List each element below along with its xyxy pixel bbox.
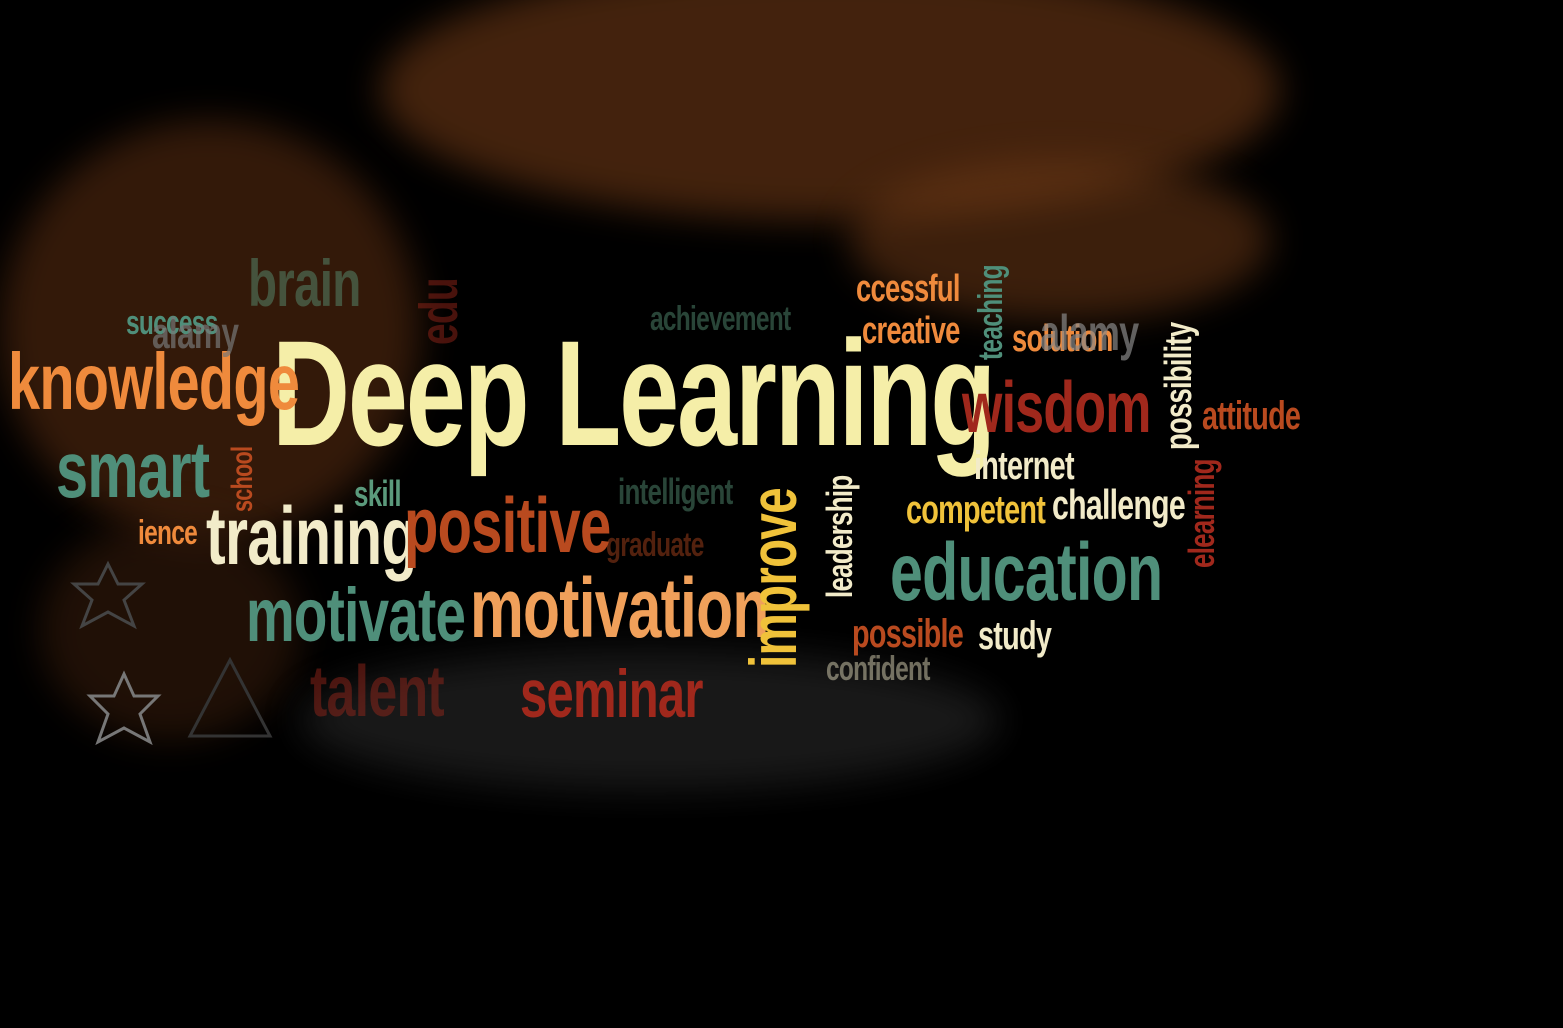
word-confident: confident: [826, 650, 930, 688]
word-successful: ccessful: [856, 268, 960, 310]
word-brain: brain: [248, 246, 361, 320]
dust-cloud: [40, 520, 300, 740]
word-graduate: graduate: [606, 526, 704, 564]
word-talent: talent: [310, 652, 445, 732]
word-smart: smart: [56, 425, 210, 514]
star-icon: [70, 560, 146, 630]
word-alamy-left: alamy: [152, 309, 239, 358]
word-elearning: elearning: [1181, 459, 1222, 568]
dust-cloud: [850, 160, 1270, 320]
word-leadership: leadership: [819, 475, 860, 598]
word-skill: skill: [354, 473, 402, 514]
word-alamy-right: alamy: [1040, 305, 1139, 361]
word-seminar: seminar: [520, 656, 703, 732]
word-training: training: [206, 491, 417, 582]
word-creative: creative: [862, 310, 960, 352]
word-attitude: attitude: [1202, 394, 1301, 438]
word-achievement: achievement: [650, 300, 791, 338]
word-intelligent: intelligent: [618, 471, 733, 512]
word-motivation: motivation: [470, 561, 769, 655]
word-education: education: [890, 527, 1163, 618]
word-success: success: [126, 304, 218, 342]
word-wisdom: wisdom: [962, 368, 1151, 448]
word-study: study: [978, 614, 1052, 658]
word-possibility: possibility: [1158, 322, 1200, 450]
word-solution: solution: [1012, 318, 1113, 360]
word-teaching: teaching: [972, 265, 1010, 360]
word-knowledge: knowledge: [8, 337, 300, 426]
word-science: ience: [138, 514, 198, 552]
word-possible: possible: [852, 612, 964, 656]
word-internet: internet: [974, 444, 1075, 488]
dust-cloud: [300, 650, 1000, 790]
dust-cloud: [0, 120, 420, 540]
word-positive: positive: [404, 481, 611, 569]
title-deep-learning: Deep Learning: [272, 309, 996, 477]
word-improve: improve: [736, 488, 810, 668]
word-motivate: motivate: [246, 573, 466, 658]
word-competent: competent: [906, 488, 1046, 532]
word-challenge: challenge: [1052, 481, 1186, 528]
triangle-icon: [187, 656, 273, 738]
star-icon: [86, 670, 162, 746]
